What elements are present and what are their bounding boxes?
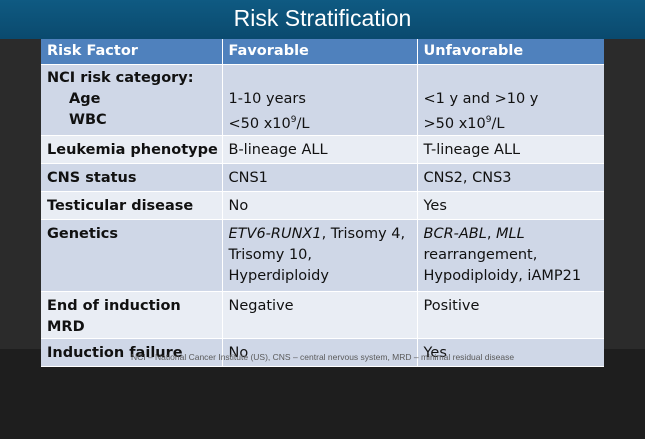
- cell-favorable-testicular: No: [222, 191, 418, 220]
- genetics-favorable-line-3: Hyperdiploidy: [228, 268, 329, 284]
- row-nci: NCI risk category: Age WBC 1-10 years <5…: [41, 64, 605, 136]
- wbc-favorable-exp: 9: [290, 115, 297, 125]
- cell-factor-testicular: Testicular disease: [41, 191, 223, 220]
- cell-unfavorable-genetics: BCR-ABL, MLL rearrangement, Hypodiploidy…: [417, 219, 605, 292]
- wbc-favorable-suffix: /L: [296, 115, 310, 132]
- cell-favorable-cns: CNS1: [222, 163, 418, 192]
- genetics-unfavorable-line-3: Hypodiploidy, iAMP21: [423, 268, 582, 284]
- header-unfavorable: Unfavorable: [417, 39, 604, 65]
- gene-mll: MLL: [496, 226, 525, 242]
- gene-bcr-abl: BCR-ABL: [423, 226, 487, 242]
- header-risk-factor: Risk Factor: [41, 39, 223, 65]
- age-favorable: 1-10 years: [228, 91, 306, 107]
- cell-unfavorable-nci: <1 y and >10 y >50 x109/L: [417, 64, 605, 136]
- cell-favorable-genetics: ETV6-RUNX1, Trisomy 4, Trisomy 10, Hyper…: [222, 219, 418, 292]
- cell-favorable-mrd: Negative: [222, 291, 418, 339]
- cell-favorable-failure: No: [222, 338, 418, 367]
- cell-factor-mrd: End of induction MRD: [41, 291, 223, 339]
- genetics-unfavorable-line-1: BCR-ABL, MLL: [424, 224, 605, 245]
- cell-unfavorable-phenotype: T-lineage ALL: [417, 135, 604, 164]
- wbc-unfavorable-prefix: >50 x10: [423, 115, 486, 132]
- cell-unfavorable-testicular: Yes: [417, 191, 604, 220]
- cell-factor-phenotype: Leukemia phenotype: [41, 135, 223, 164]
- row-cns: CNS status CNS1 CNS2, CNS3: [41, 163, 604, 192]
- row-failure: Induction failure No Yes: [41, 338, 604, 367]
- row-genetics: Genetics ETV6-RUNX1, Trisomy 4, Trisomy …: [41, 219, 605, 292]
- wbc-unfavorable-suffix: /L: [491, 115, 505, 132]
- row-mrd: End of induction MRD Negative Positive: [41, 291, 604, 339]
- row-phenotype: Leukemia phenotype B-lineage ALL T-linea…: [41, 135, 604, 164]
- genetics-favorable-line-2: Trisomy 10,: [228, 247, 313, 263]
- genetics-favorable-line-1: ETV6-RUNX1, Trisomy 4,: [229, 224, 417, 245]
- genetics-unfavorable-line-2: rearrangement,: [423, 247, 538, 263]
- footnote: NCI – National Cancer Institute (US), CN…: [130, 352, 515, 362]
- wbc-label: WBC: [69, 112, 107, 128]
- header-row: Risk Factor Favorable Unfavorable: [41, 39, 604, 65]
- cell-factor-cns: CNS status: [41, 163, 223, 192]
- cell-unfavorable-mrd: Positive: [417, 291, 604, 339]
- cell-unfavorable-cns: CNS2, CNS3: [417, 163, 604, 192]
- age-unfavorable: <1 y and >10 y: [423, 91, 539, 107]
- wbc-favorable: <50 x109/L: [229, 110, 417, 135]
- title-bar: Risk Stratification: [0, 0, 645, 40]
- cell-favorable-phenotype: B-lineage ALL: [222, 135, 418, 164]
- cell-factor-nci: NCI risk category: Age WBC: [41, 64, 223, 136]
- slide-title: Risk Stratification: [233, 5, 412, 31]
- gene-etv6-runx1: ETV6-RUNX1: [228, 226, 322, 242]
- cell-factor-failure: Induction failure: [41, 338, 223, 367]
- risk-table: Risk Factor Favorable Unfavorable NCI ri…: [41, 39, 604, 367]
- genetics-unfavorable-sep: ,: [486, 226, 497, 242]
- genetics-favorable-rest-1: , Trisomy 4,: [321, 226, 406, 242]
- header-favorable: Favorable: [222, 39, 418, 65]
- wbc-unfavorable-exp: 9: [485, 115, 492, 125]
- wbc-favorable-prefix: <50 x10: [228, 115, 291, 132]
- row-testicular: Testicular disease No Yes: [41, 191, 604, 220]
- cell-favorable-nci: 1-10 years <50 x109/L: [222, 64, 418, 136]
- nci-label: NCI risk category:: [47, 70, 194, 86]
- cell-unfavorable-failure: Yes: [417, 338, 604, 367]
- cell-factor-genetics: Genetics: [41, 219, 223, 292]
- age-label: Age: [69, 91, 101, 107]
- wbc-unfavorable: >50 x109/L: [424, 110, 605, 135]
